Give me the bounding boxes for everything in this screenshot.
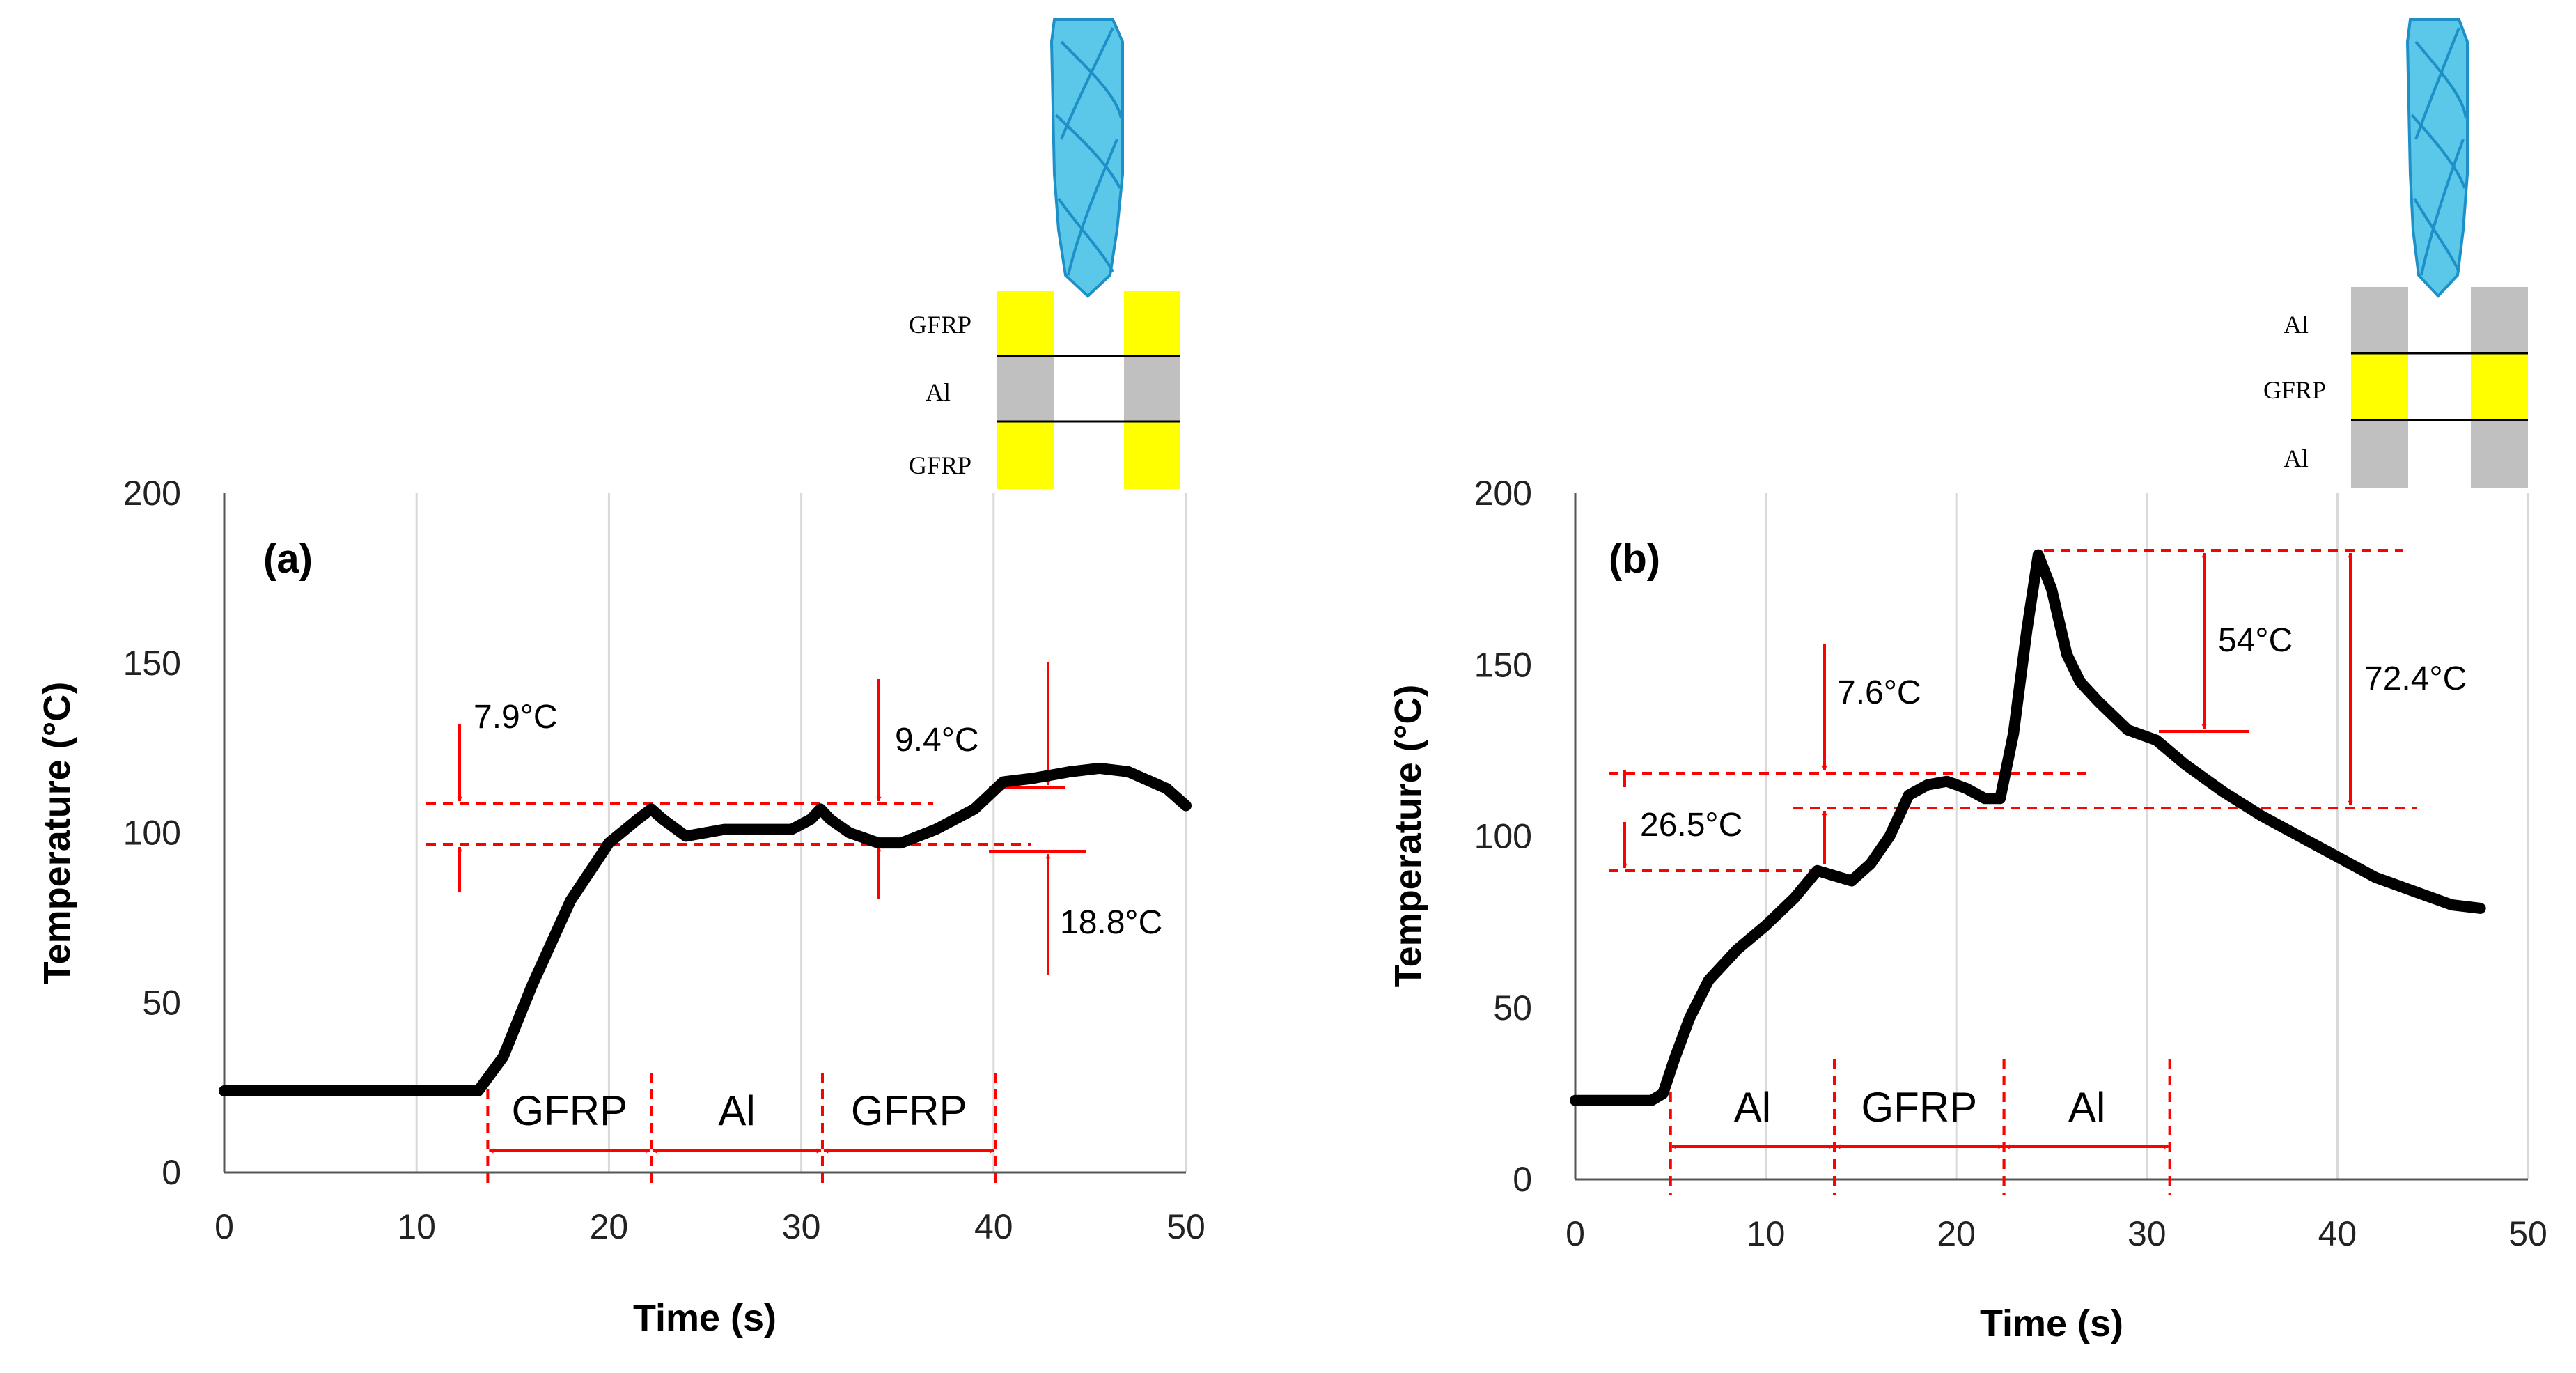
panel-a-x-tick-label: 30 xyxy=(782,1207,821,1246)
panel-b-annotation-delta-1: 7.6°C xyxy=(1837,674,1921,711)
panel-a-y-tick-label: 50 xyxy=(142,983,181,1022)
panel-b-segment-label: Al xyxy=(1734,1084,1771,1131)
panel-a-label: (a) xyxy=(263,536,313,582)
panel-a-stack-label-bottom: GFRP xyxy=(909,451,971,479)
panel-a-y-axis-title: Temperature (°C) xyxy=(36,682,78,985)
panel-a-segment-label: Al xyxy=(718,1087,755,1134)
panel-b-temperature-line xyxy=(1570,549,2486,1106)
panel-b-y-axis-title: Temperature (°C) xyxy=(1387,685,1429,988)
panel-a-stack-label-top: GFRP xyxy=(909,311,971,339)
panel-a-stack-gfrp-right-1 xyxy=(1124,291,1180,355)
panel-b-x-tick-label: 10 xyxy=(1747,1214,1786,1253)
panel-b-y-tick-label: 100 xyxy=(1474,817,1532,856)
panel-b-stack-label-top: Al xyxy=(2284,311,2309,339)
panel-b-annotation-delta-3: 54°C xyxy=(2218,622,2293,659)
panel-a-y-tick-labels: 0 50 100 150 200 xyxy=(123,474,181,1192)
panel-b-y-tick-label: 200 xyxy=(1474,474,1532,513)
panel-b-y-tick-label: 50 xyxy=(1493,988,1532,1027)
panel-b-segment-markers: Al GFRP Al xyxy=(1669,1059,2171,1195)
panel-a-gridlines xyxy=(415,493,1187,1172)
panel-b-stack-al-left-2 xyxy=(2351,421,2408,488)
panel-a-annotation-delta-1: 7.9°C xyxy=(474,699,558,736)
panel-a-stack-al-left xyxy=(997,357,1054,421)
panel-a-drill-illustration: GFRP Al GFRP xyxy=(860,18,1180,492)
panel-b-stack-al-left-1 xyxy=(2351,287,2408,352)
panel-a-annotation-delta-2: 9.4°C xyxy=(895,722,979,759)
panel-b-y-tick-label: 150 xyxy=(1474,645,1532,684)
panel-b-x-axis-title: Time (s) xyxy=(1980,1303,2123,1344)
panel-a-y-tick-label: 200 xyxy=(123,474,181,513)
panel-a-x-tick-labels: 0 10 20 30 40 50 xyxy=(214,1207,1205,1246)
panel-b-gridlines xyxy=(1765,493,2529,1179)
panel-a-y-tick-label: 100 xyxy=(123,814,181,853)
panel-a-stack-label-middle: Al xyxy=(926,378,951,406)
panel-a-stack-gfrp-right-2 xyxy=(1124,422,1180,489)
panel-b-segment-label: Al xyxy=(2068,1084,2105,1131)
panel-a-segment-label: GFRP xyxy=(511,1087,627,1134)
panel-a-segment-label: GFRP xyxy=(851,1087,967,1134)
panel-b-label: (b) xyxy=(1609,536,1660,582)
panel-b-stack-gfrp-left xyxy=(2351,354,2408,419)
panel-b-annotation-delta-4: 72.4°C xyxy=(2364,660,2467,697)
panel-a-x-tick-label: 20 xyxy=(590,1207,629,1246)
panel-a-x-tick-label: 0 xyxy=(214,1207,234,1246)
panel-a-x-tick-label: 10 xyxy=(397,1207,436,1246)
panel-a-stack-al-right xyxy=(1124,357,1180,421)
panel-b-x-tick-label: 50 xyxy=(2508,1214,2547,1253)
panel-a: 0 50 100 150 200 0 10 20 30 40 50 (a) Time (s) Te… xyxy=(36,18,1205,1339)
panel-b-drill-bit-icon xyxy=(2405,18,2469,298)
panel-b-y-tick-label: 0 xyxy=(1513,1160,1532,1199)
panel-a-stack-gfrp-left-2 xyxy=(997,422,1054,489)
panel-b-x-tick-labels: 0 10 20 30 40 50 xyxy=(1566,1214,2547,1253)
panel-b-stack-gfrp-right xyxy=(2471,354,2528,419)
panel-b: 0 50 100 150 200 0 10 20 30 40 50 (b) Time (s) Te… xyxy=(1387,18,2547,1344)
panel-a-segment-markers: GFRP Al GFRP xyxy=(486,1073,997,1184)
panel-a-y-tick-label: 150 xyxy=(123,644,181,683)
panel-a-annotation-delta-3: 18.8°C xyxy=(1060,904,1162,941)
panel-b-annotation-delta-2: 26.5°C xyxy=(1640,807,1742,844)
panel-b-stack-al-right-2 xyxy=(2471,421,2528,488)
panel-a-x-tick-label: 50 xyxy=(1166,1207,1205,1246)
panel-b-x-tick-label: 40 xyxy=(2318,1214,2357,1253)
panel-a-y-tick-label: 0 xyxy=(162,1153,181,1192)
panel-a-x-axis-title: Time (s) xyxy=(633,1297,776,1339)
panel-b-x-tick-label: 20 xyxy=(1937,1214,1976,1253)
panel-b-series xyxy=(1570,549,2486,1106)
panel-a-series xyxy=(219,762,1192,1096)
panel-a-stack-gfrp-left-1 xyxy=(997,291,1054,355)
panel-b-drill-illustration: Al GFRP Al xyxy=(2215,18,2535,492)
panel-a-x-tick-label: 40 xyxy=(974,1207,1013,1246)
panel-b-y-tick-labels: 0 50 100 150 200 xyxy=(1474,474,1532,1199)
panel-b-stack-al-right-1 xyxy=(2471,287,2528,352)
panel-a-temperature-line xyxy=(219,762,1192,1096)
panel-b-segment-label: GFRP xyxy=(1861,1084,1978,1131)
panel-b-x-tick-label: 0 xyxy=(1566,1214,1585,1253)
panel-a-drill-bit-icon xyxy=(1049,18,1124,298)
panel-b-x-tick-label: 30 xyxy=(2128,1214,2167,1253)
panel-b-stack-label-middle: GFRP xyxy=(2263,376,2326,404)
panel-b-stack-label-bottom: Al xyxy=(2284,444,2309,472)
